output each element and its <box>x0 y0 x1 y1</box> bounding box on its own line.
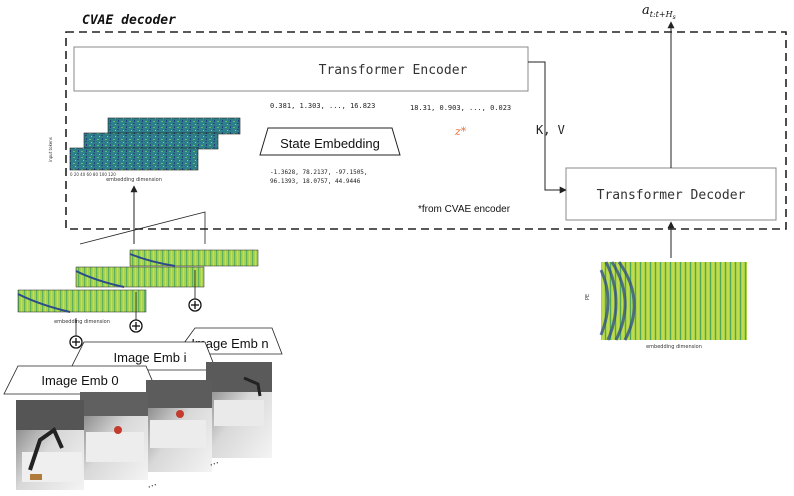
feature-heatmap-x-ticks: 0 20 40 60 80 100 120 <box>70 172 116 177</box>
transformer-decoder-label: Transformer Decoder <box>597 188 746 203</box>
query-embedding-waves <box>599 261 636 341</box>
query-embedding-heatmap <box>601 262 747 340</box>
vector-top-left: 0.381, 1.303, ..., 16.823 <box>270 102 375 110</box>
output-label: at:t+Hs <box>642 3 676 21</box>
query-y-axis-label: PE <box>585 294 591 300</box>
vector-bottom-line2: 96.1393, 18.0757, 44.9446 <box>270 178 361 185</box>
transformer-encoder-label: Transformer Encoder <box>319 63 468 78</box>
ellipsis-1: ... <box>145 477 158 491</box>
camera-image-0 <box>16 400 84 490</box>
image-emb-n-label: Image Emb n <box>191 336 268 351</box>
decoder-title: CVAE decoder <box>82 13 176 28</box>
z-star-label: z* <box>454 125 467 138</box>
pos-emb-x-axis-label: embedding dimension <box>54 319 110 325</box>
image-emb-0-label: Image Emb 0 <box>41 373 118 388</box>
feature-heatmap-y-axis-label: input tokens <box>48 137 53 162</box>
image-emb-bracket <box>79 211 206 245</box>
state-embedding-label: State Embedding <box>280 136 380 151</box>
camera-image-2 <box>146 380 212 472</box>
cvae-decoder-boundary <box>65 31 787 230</box>
plus-circle-i <box>129 292 143 333</box>
kv-label: K, V <box>536 123 565 137</box>
feature-heatmap-x-axis-label: embedding dimension <box>106 177 162 183</box>
transformer-encoder-box <box>73 46 529 92</box>
image-positional-embeddings: embedding dimension <box>17 249 259 325</box>
transformer-decoder-box <box>565 167 777 221</box>
plus-circle-n <box>188 270 202 312</box>
state-embedding-box <box>259 127 401 156</box>
camera-image-1 <box>80 392 148 480</box>
camera-image-n <box>206 362 272 458</box>
image-emb-i-label: Image Emb i <box>114 350 187 365</box>
from-cvae-note: *from CVAE encoder <box>418 204 511 215</box>
kv-arrow <box>528 61 567 194</box>
vector-top-right: 18.31, 0.903, ..., 0.023 <box>410 104 511 112</box>
stacked-feature-heatmaps: embedding dimension 0 20 40 60 80 100 12… <box>48 117 241 183</box>
plus-circle-0 <box>69 318 83 349</box>
vector-bottom-line1: -1.3628, 78.2137, -97.1505, <box>270 169 368 176</box>
ellipsis-2: ... <box>207 455 220 469</box>
query-x-axis-label: embedding dimension <box>646 344 702 350</box>
